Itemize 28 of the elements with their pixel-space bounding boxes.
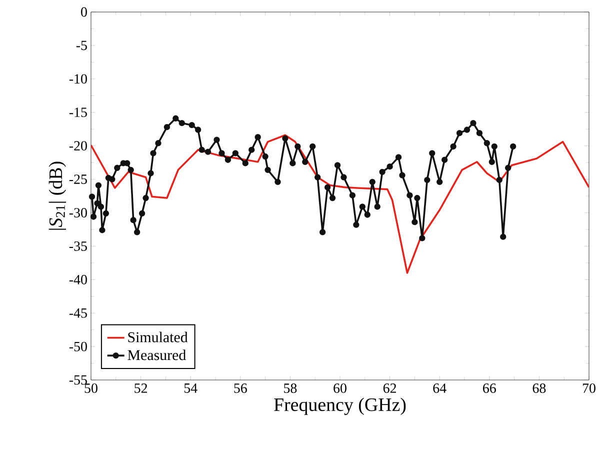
y-tick-label: -25 [69,174,87,184]
y-tick-label: -10 [69,74,87,84]
y-tick-label: -20 [69,141,87,151]
y-tick-label: -35 [69,241,87,251]
y-axis-title: |S$_{21}$| (dB) [48,162,66,230]
x-tick-label: 66 [483,384,496,393]
x-tick-label: 70 [582,384,596,393]
x-tick-label: 52 [134,384,148,393]
x-tick-label: 62 [383,384,396,393]
y-tick-label: -50 [69,342,87,352]
y-tick-label: -55 [69,375,87,385]
x-tick-label: 50 [84,384,98,393]
y-tick-label: -40 [69,274,87,284]
y-tick-label: -5 [76,40,87,50]
legend-label: Simulated [128,332,188,342]
y-tick-label: 0 [81,7,87,17]
x-axis-title: Frequency (GHz) [274,398,406,415]
y-tick-label: -30 [69,208,87,218]
y-tick-label: -15 [69,108,87,118]
x-tick-label: 60 [334,384,346,393]
x-tick-label: 56 [234,384,247,393]
line-series [91,134,590,274]
y-tick-label: -45 [69,308,87,318]
x-tick-label: 64 [433,384,446,393]
x-tick-label: 68 [532,384,546,393]
legend-label: Measured [128,350,186,360]
x-tick-label: 54 [184,384,198,393]
x-tick-label: 58 [284,384,297,393]
